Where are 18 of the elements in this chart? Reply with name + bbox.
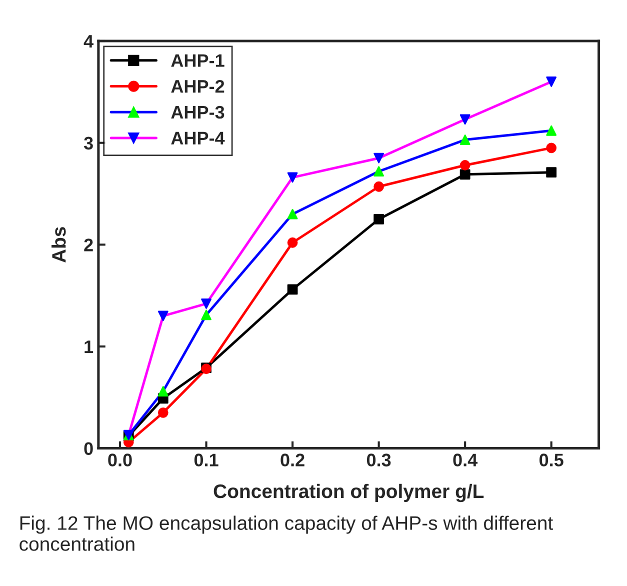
legend-label: AHP-2: [171, 80, 224, 93]
y-tick-label: 4: [84, 35, 94, 48]
legend-label: AHP-3: [171, 106, 224, 119]
x-tick-label: 0.0: [108, 454, 132, 466]
legend-label: AHP-4: [171, 132, 225, 144]
y-tick-label: 1: [84, 340, 94, 354]
x-tick-label: 0.3: [366, 454, 391, 466]
x-tick-label: 0.4: [453, 454, 478, 466]
x-tick-label: 0.1: [194, 454, 218, 466]
y-tick-label: 3: [84, 136, 93, 150]
x-axis-title: Concentration of polymer g/L: [214, 484, 484, 502]
x-tick-label: 0.5: [540, 454, 564, 466]
x-tick-label: 0.2: [280, 454, 304, 466]
y-tick-label: 2: [84, 238, 93, 252]
caption: Fig. 12 The MO encapsulation capacity of AHP-s with different concentration: [20, 516, 553, 551]
y-axis-title: Abs: [52, 227, 66, 263]
legend-label: AHP-1: [171, 54, 224, 67]
y-tick-label: 0: [84, 442, 93, 456]
